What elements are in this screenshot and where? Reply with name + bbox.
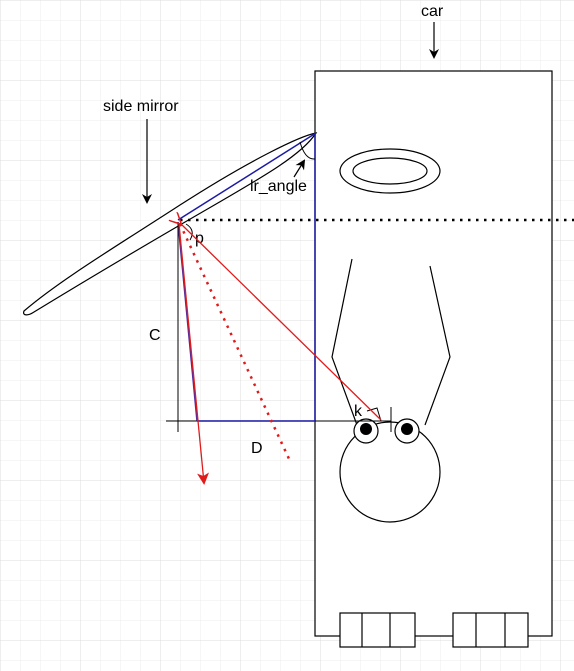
d-label: D: [251, 440, 263, 457]
driver-torso: [331, 258, 451, 426]
reflection-line: [177, 221, 198, 422]
mirror-plane-line: [177, 132, 317, 221]
mirror-normal-dotted: [178, 223, 292, 462]
steering-wheel-inner: [352, 157, 428, 185]
lr-angle-arrow: [293, 159, 306, 178]
sight-ray-to-mirror: [180, 223, 382, 421]
p-label: p: [195, 230, 204, 247]
p-angle-arc: [185, 223, 193, 241]
car-body: [314, 70, 553, 637]
driver-head: [339, 421, 441, 523]
rear-light-right: [452, 612, 529, 648]
lr-angle-arc: [299, 141, 316, 160]
c-label: C: [149, 327, 161, 344]
car-label: car: [421, 3, 444, 20]
lr-angle-label: lr_angle: [250, 178, 307, 195]
steering-wheel-outer: [339, 148, 441, 194]
rear-light-left: [339, 612, 416, 648]
right-pupil: [401, 423, 413, 435]
k-label: k: [354, 403, 363, 420]
left-pupil: [360, 423, 372, 435]
side-mirror-label: side mirror: [103, 98, 179, 115]
reflected-ray: [178, 223, 210, 485]
